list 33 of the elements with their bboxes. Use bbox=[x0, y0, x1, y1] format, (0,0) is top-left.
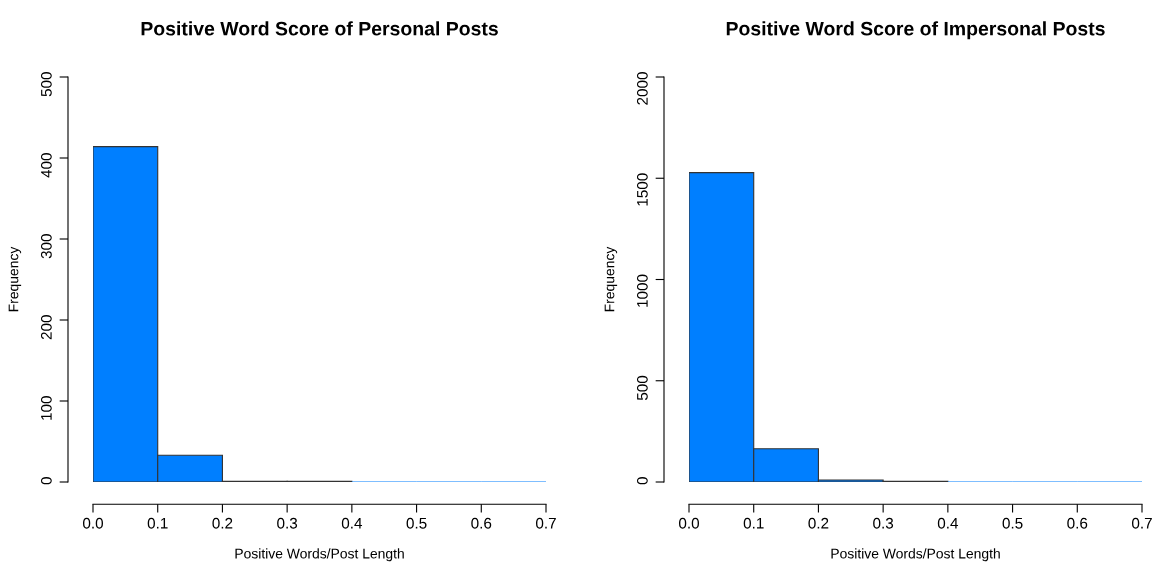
chart-title: Positive Word Score of Personal Posts bbox=[141, 21, 498, 36]
y-tick-label: 300 bbox=[40, 234, 52, 259]
y-axis-title: Frequency bbox=[604, 246, 618, 312]
y-tick-label: 1000 bbox=[636, 274, 648, 307]
x-tick-label: 0.6 bbox=[471, 517, 492, 529]
x-axis-title: Positive Words/Post Length bbox=[831, 548, 1000, 562]
x-tick-label: 0.3 bbox=[277, 517, 298, 529]
x-tick-label: 0.4 bbox=[341, 517, 363, 529]
chart-title: Positive Word Score of Impersonal Posts bbox=[726, 21, 1105, 40]
x-tick-label: 0.0 bbox=[82, 517, 104, 529]
x-tick-label: 0.2 bbox=[808, 517, 829, 529]
y-tick-label: 0 bbox=[40, 477, 52, 485]
x-tick-label: 0.1 bbox=[743, 517, 764, 529]
x-tick-label: 0.3 bbox=[873, 517, 894, 529]
x-tick-label: 0.7 bbox=[535, 517, 556, 529]
x-tick-label: 0.5 bbox=[406, 517, 427, 529]
y-tick-label: 400 bbox=[40, 153, 52, 178]
y-tick-label: 2000 bbox=[636, 72, 648, 105]
x-tick-label: 0.1 bbox=[147, 517, 168, 529]
y-axis-title: Frequency bbox=[8, 246, 22, 312]
x-tick-label: 0.2 bbox=[212, 517, 233, 529]
x-tick-label: 0.5 bbox=[1002, 517, 1023, 529]
x-tick-label: 0.7 bbox=[1131, 517, 1152, 529]
y-tick-label: 500 bbox=[636, 375, 648, 401]
x-axis-title: Positive Words/Post Length bbox=[235, 548, 404, 562]
y-tick-label: 500 bbox=[40, 72, 52, 97]
x-tick-label: 0.0 bbox=[678, 517, 700, 529]
x-tick-label: 0.6 bbox=[1067, 517, 1088, 529]
y-tick-label: 0 bbox=[636, 477, 648, 485]
y-tick-label: 100 bbox=[40, 396, 52, 420]
x-tick-label: 0.4 bbox=[937, 517, 959, 529]
y-tick-label: 1500 bbox=[636, 173, 648, 206]
y-tick-label: 200 bbox=[40, 315, 52, 340]
